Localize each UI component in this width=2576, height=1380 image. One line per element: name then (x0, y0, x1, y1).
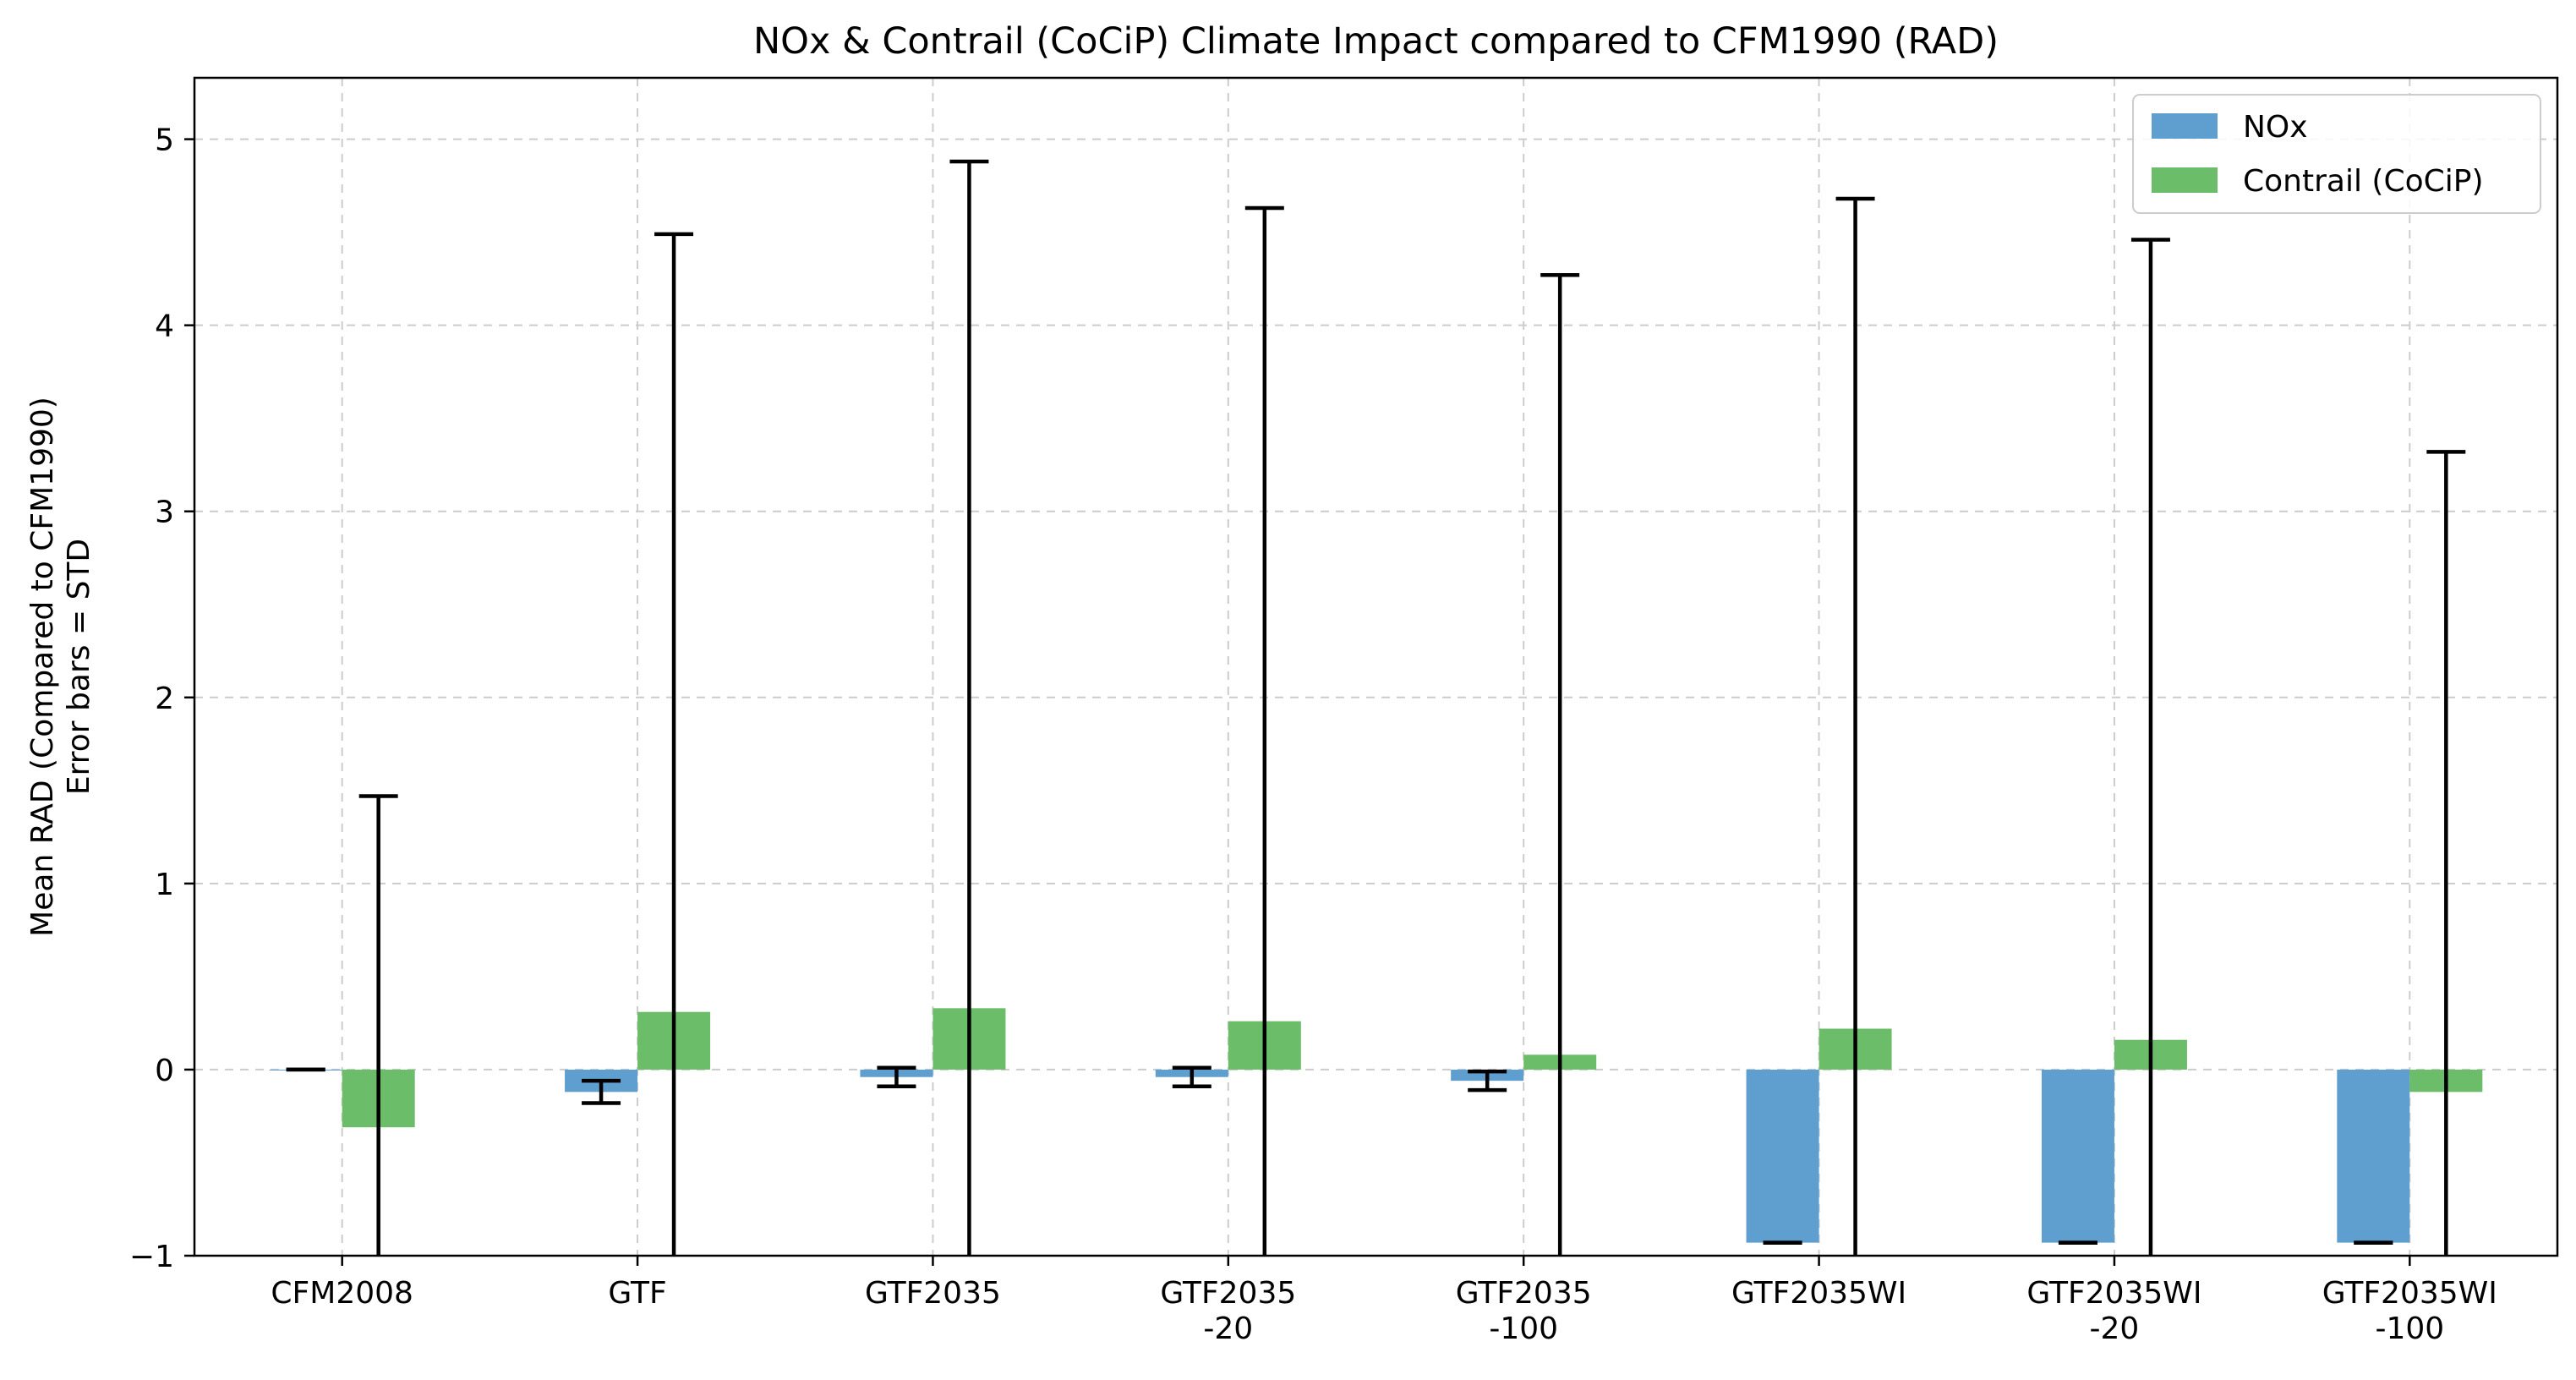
y-tick-label: 5 (155, 123, 174, 158)
bar-nox (2337, 1069, 2410, 1243)
legend-swatch (2152, 113, 2218, 139)
chart-title: NOx & Contrail (CoCiP) Climate Impact co… (753, 20, 1999, 63)
x-tick-label: -20 (1203, 1312, 1253, 1346)
y-tick-label: −1 (129, 1240, 174, 1274)
legend-label: NOx (2243, 110, 2308, 145)
legend-box (2132, 94, 2541, 214)
legend-label: Contrail (CoCiP) (2243, 164, 2484, 199)
x-tick-label: GTF2035WI (2322, 1276, 2497, 1311)
x-tick-label: GTF2035 (1456, 1276, 1592, 1311)
bar-nox (2041, 1069, 2114, 1243)
x-tick-label: -100 (1489, 1312, 1558, 1346)
y-axis-label-line-1: Mean RAD (Compared to CFM1990) (25, 397, 60, 937)
legend-swatch (2152, 167, 2218, 193)
error-bar-layer (286, 159, 2466, 1256)
x-tick-label: CFM2008 (271, 1276, 413, 1311)
plot-frame (193, 76, 2559, 1257)
y-tick-label: 4 (155, 309, 174, 344)
x-tick-label: GTF (608, 1276, 666, 1311)
y-tick-label: 3 (155, 496, 174, 530)
x-tick-label: GTF2035WI (1731, 1276, 1906, 1311)
y-axis-label-line-2: Error bars = STD (62, 539, 96, 795)
bar-nox (1746, 1069, 1819, 1243)
x-tick-label: -20 (2090, 1312, 2140, 1346)
y-tick-label: 0 (155, 1054, 174, 1088)
x-tick-label: -100 (2375, 1312, 2444, 1346)
legend: NOx Contrail (CoCiP) (2132, 94, 2541, 214)
x-tick-label: GTF2035 (865, 1276, 1001, 1311)
y-tick-label: 1 (155, 868, 174, 902)
y-tick-label: 2 (155, 682, 174, 716)
x-tick-label: GTF2035WI (2026, 1276, 2201, 1311)
x-tick-label: GTF2035 (1160, 1276, 1296, 1311)
